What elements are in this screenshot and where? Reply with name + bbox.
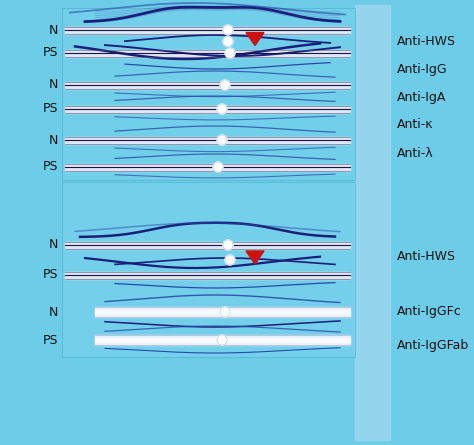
Circle shape (223, 25, 233, 35)
Text: Anti-IgGFc: Anti-IgGFc (397, 306, 462, 319)
Text: N: N (49, 134, 58, 146)
Text: Anti-IgA: Anti-IgA (397, 90, 447, 104)
Polygon shape (246, 251, 264, 264)
Text: N: N (49, 306, 58, 319)
Bar (65, 29, 350, 31)
Circle shape (220, 307, 230, 317)
Bar (95, 335, 350, 345)
Bar (62, 8, 355, 180)
Bar (65, 27, 350, 33)
Circle shape (217, 335, 227, 345)
Bar (65, 163, 350, 170)
Circle shape (217, 104, 227, 114)
Bar (95, 307, 350, 317)
Text: Anti-HWS: Anti-HWS (397, 35, 456, 48)
Text: PS: PS (43, 46, 58, 60)
Bar (65, 81, 350, 89)
Bar (62, 8, 355, 180)
Circle shape (225, 255, 235, 265)
Bar (65, 139, 350, 141)
Bar (65, 108, 350, 110)
Bar (95, 310, 350, 314)
Text: N: N (49, 78, 58, 92)
Bar (65, 166, 350, 168)
Text: PS: PS (43, 102, 58, 116)
Circle shape (225, 48, 235, 58)
Text: Anti-IgG: Anti-IgG (397, 62, 447, 76)
Text: PS: PS (43, 161, 58, 174)
Bar (65, 105, 350, 113)
Bar (65, 137, 350, 143)
Bar (65, 271, 350, 279)
Bar (65, 49, 350, 57)
Text: Anti-κ: Anti-κ (397, 118, 434, 131)
Circle shape (213, 162, 223, 172)
Text: Anti-IgGFab: Anti-IgGFab (397, 339, 469, 352)
Circle shape (217, 135, 227, 145)
Polygon shape (246, 32, 264, 45)
Text: N: N (49, 24, 58, 36)
Bar (62, 182, 355, 357)
Text: N: N (49, 239, 58, 251)
Circle shape (223, 36, 233, 46)
Circle shape (223, 240, 233, 250)
Bar (65, 242, 350, 248)
Circle shape (220, 80, 230, 90)
Bar (62, 182, 355, 357)
Bar (65, 52, 350, 54)
Text: PS: PS (43, 333, 58, 347)
Text: PS: PS (43, 268, 58, 282)
Bar (65, 84, 350, 86)
Bar (65, 244, 350, 246)
Bar (355, 5, 390, 440)
Text: Anti-λ: Anti-λ (397, 147, 434, 160)
Bar (95, 338, 350, 342)
Bar (65, 274, 350, 276)
Text: Anti-HWS: Anti-HWS (397, 250, 456, 263)
